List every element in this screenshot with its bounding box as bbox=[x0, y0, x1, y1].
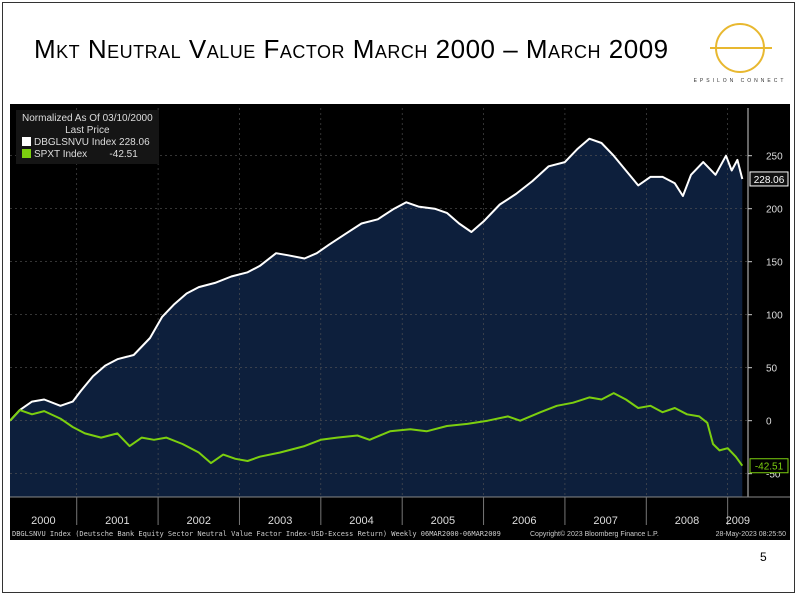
x-tick-label: 2005 bbox=[431, 515, 455, 527]
series-line-1 bbox=[10, 392, 744, 467]
dbglsnvu-area bbox=[10, 138, 743, 497]
y-tick-label: 250 bbox=[766, 152, 783, 163]
y-tick-label: 150 bbox=[766, 258, 783, 269]
legend-item-dbglsnvu: DBGLSNVU Index 228.06 bbox=[22, 137, 153, 149]
y-tick-label: 50 bbox=[766, 364, 778, 375]
x-tick-label: 2000 bbox=[31, 515, 55, 527]
series-line-0 bbox=[10, 137, 744, 422]
y-tick-label: -50 bbox=[766, 470, 781, 481]
page-number: 5 bbox=[760, 550, 767, 564]
chart-copyright: Copyright© 2023 Bloomberg Finance L.P. bbox=[530, 531, 659, 538]
chart-legend: Normalized As Of 03/10/2000 Last Price D… bbox=[16, 110, 159, 164]
x-tick-label: 2004 bbox=[349, 515, 373, 527]
chart-plot: 250 200 150 100 50 0 -50 2000 2001 2002 2003 2004 20… bbox=[10, 108, 790, 527]
slide-title: Mkt Neutral Value Factor March 2000 – Ma… bbox=[34, 34, 669, 64]
logo-text: EPSILON CONNECT bbox=[693, 78, 787, 84]
x-tick-label: 2001 bbox=[105, 515, 129, 527]
last-price-label-1: -42.51 bbox=[755, 462, 784, 473]
last-price-tag-1 bbox=[749, 458, 789, 474]
x-tick-label: 2006 bbox=[512, 515, 536, 527]
epsilon-logo-icon bbox=[710, 23, 772, 73]
x-tick-label: 2008 bbox=[675, 515, 699, 527]
last-price-tag-0 bbox=[749, 171, 789, 187]
x-tick-label: 2007 bbox=[593, 515, 617, 527]
x-tick-label: 2002 bbox=[187, 515, 211, 527]
legend-subheader: Last Price bbox=[65, 125, 110, 136]
x-tick-label: 2003 bbox=[268, 515, 292, 527]
x-tick-label: 2009 bbox=[726, 515, 750, 527]
epsilon-connect-logo: EPSILON CONNECT bbox=[690, 20, 790, 90]
legend-item-spxt: SPXT Index -42.51 bbox=[22, 149, 153, 161]
chart-timestamp: 28-May-2023 08:25:50 bbox=[715, 531, 786, 538]
y-tick-label: 0 bbox=[766, 417, 772, 428]
chart-description: DBGLSNVU Index (Deutsche Bank Equity Sec… bbox=[12, 530, 501, 538]
legend-header: Normalized As Of 03/10/2000 bbox=[22, 113, 153, 124]
y-tick-label: 200 bbox=[766, 205, 783, 216]
bloomberg-chart: 250 200 150 100 50 0 -50 2000 2001 2002 2003 2004 20… bbox=[10, 104, 790, 540]
last-price-label-0: 228.06 bbox=[754, 175, 785, 186]
y-tick-label: 100 bbox=[766, 311, 783, 322]
